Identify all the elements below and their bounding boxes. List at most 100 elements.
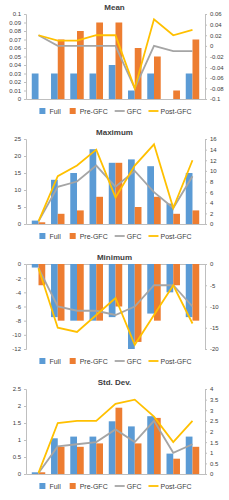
tick: -0.04 [205,65,224,71]
tick-label: 0.02 [9,79,21,85]
legend-item: GFC [115,233,142,240]
legend-swatch [70,233,76,239]
bar [58,447,65,474]
bar [128,426,135,474]
tick: 0.04 [9,62,26,68]
tick: 2 [205,429,214,435]
tick: -0.02 [205,54,224,60]
tick: 4 [205,200,214,206]
plot-area [32,19,199,99]
bar [192,264,199,321]
tick-mark [24,14,26,15]
plot-area [32,264,199,349]
bar [90,149,97,224]
tick-mark [24,292,26,293]
axis-line [206,140,208,225]
figure: Mean00.010.020.030.040.050.060.070.080.0… [0,0,229,500]
tick: -12 [12,346,26,352]
bar [192,210,199,224]
bar [173,91,180,100]
tick: 5 [18,204,26,210]
tick-mark [24,31,26,32]
tick-label: 2.5 [13,386,22,392]
legend-item: Full [39,233,61,240]
tick-label: 6 [210,190,214,196]
tick-label: -0.02 [210,54,224,60]
legend-item: Full [39,108,61,115]
legend-item: Pre-GFC [70,483,108,490]
axis-line [24,390,27,475]
y-axis: 00.010.020.030.040.050.060.070.080.090.1 [9,11,26,102]
tick-label: 4 [210,200,214,206]
tick: -5 [205,283,216,289]
tick-mark [205,410,207,411]
bar-series [32,264,193,349]
legend-swatch [39,233,45,239]
bar [154,197,161,224]
legend-label: GFC [127,233,142,240]
tick: 0.02 [9,79,26,85]
tick-label: 0.02 [210,33,222,39]
tick-label: 3.5 [210,397,219,403]
tick-mark [205,88,207,89]
tick: 6 [205,190,214,196]
legend-swatch [115,110,125,112]
tick-mark [205,307,207,308]
legend-label: Pre-GFC [80,233,108,240]
bar [135,443,142,474]
legend-item: Post-GFC [148,233,191,240]
tick: 0.06 [9,45,26,51]
legend-swatch [39,483,45,489]
tick-label: 0.09 [9,20,21,26]
tick: 0 [18,261,26,267]
tick: 2 [205,211,214,217]
tick: -0.1 [205,96,221,102]
legend-label: Post-GFC [160,483,191,490]
tick-label: 20 [14,153,21,159]
tick-mark [205,46,207,47]
tick-label: 2 [210,429,214,435]
legend-item: Full [39,358,61,365]
tick-mark [24,389,26,390]
tick-mark [205,150,207,151]
tick: 1.5 [205,440,219,446]
tick: -15 [205,325,219,331]
tick-mark [205,139,207,140]
legend-label: Pre-GFC [80,108,108,115]
bar [192,40,199,100]
bar [135,207,142,224]
tick-label: 15 [14,170,21,176]
tick-mark [24,474,26,475]
tick-label: 0 [18,221,22,227]
tick: 0 [18,471,26,477]
tick-label: 16 [210,136,217,142]
legend-label: Full [49,108,61,115]
tick: 0 [18,221,26,227]
panel: Mean00.010.020.030.040.050.060.070.080.0… [9,3,224,115]
tick-label: 5 [18,204,22,210]
title: Maximum [96,128,133,137]
tick-label: 0.06 [210,11,222,17]
bar [32,221,39,224]
tick-mark [205,285,207,286]
tick-label: 14 [210,147,217,153]
tick-mark [205,203,207,204]
legend-swatch [39,108,45,114]
tick: 0 [205,261,214,267]
tick: 0 [205,43,214,49]
line [39,421,193,473]
legend-swatch [148,235,158,237]
tick-mark [24,321,26,322]
legend-label: Full [49,483,61,490]
legend-swatch [148,110,158,112]
legend-label: Post-GFC [160,233,191,240]
tick-label: 10 [210,168,217,174]
legend-item: Pre-GFC [70,233,108,240]
y2-axis: 00.511.522.533.54 [205,386,219,477]
tick: 1.5 [13,420,26,426]
tick-mark [24,264,26,265]
bar [186,437,193,474]
line [39,268,193,345]
axis-line [24,265,27,350]
tick-label: 2 [18,403,22,409]
